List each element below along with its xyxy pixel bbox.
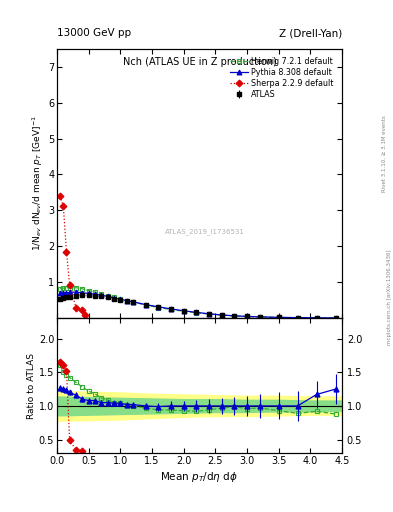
Herwig 7.2.1 default <box>112 294 116 301</box>
Herwig 7.2.1 default <box>67 285 72 291</box>
Pythia 8.308 default <box>64 290 69 296</box>
Herwig 7.2.1 default <box>207 311 211 317</box>
Herwig 7.2.1 default <box>105 292 110 298</box>
Herwig 7.2.1 default <box>93 289 97 295</box>
Herwig 7.2.1 default <box>58 286 62 292</box>
Sherpa 2.2.9 default <box>83 312 88 318</box>
Herwig 7.2.1 default <box>181 308 186 314</box>
Sherpa 2.2.9 default <box>67 282 72 288</box>
Text: Z (Drell-Yan): Z (Drell-Yan) <box>279 28 342 38</box>
Pythia 8.308 default <box>80 290 84 296</box>
Pythia 8.308 default <box>295 314 300 321</box>
Line: Herwig 7.2.1 default: Herwig 7.2.1 default <box>58 285 338 321</box>
Herwig 7.2.1 default <box>219 312 224 318</box>
Pythia 8.308 default <box>219 312 224 318</box>
Pythia 8.308 default <box>232 313 237 319</box>
Pythia 8.308 default <box>169 306 173 312</box>
Pythia 8.308 default <box>86 290 91 296</box>
Pythia 8.308 default <box>58 290 62 296</box>
Pythia 8.308 default <box>73 289 78 295</box>
Pythia 8.308 default <box>207 311 211 317</box>
Text: Rivet 3.1.10, ≥ 3.1M events: Rivet 3.1.10, ≥ 3.1M events <box>382 115 387 192</box>
Text: 13000 GeV pp: 13000 GeV pp <box>57 28 131 38</box>
Pythia 8.308 default <box>105 293 110 300</box>
Herwig 7.2.1 default <box>169 306 173 312</box>
Herwig 7.2.1 default <box>73 285 78 291</box>
Line: Sherpa 2.2.9 default: Sherpa 2.2.9 default <box>58 194 88 318</box>
Herwig 7.2.1 default <box>257 314 262 320</box>
Pythia 8.308 default <box>112 295 116 301</box>
Text: mcplots.cern.ch [arXiv:1306.3436]: mcplots.cern.ch [arXiv:1306.3436] <box>387 249 392 345</box>
Herwig 7.2.1 default <box>64 285 69 291</box>
Herwig 7.2.1 default <box>80 286 84 292</box>
Herwig 7.2.1 default <box>232 313 237 319</box>
Herwig 7.2.1 default <box>143 302 148 308</box>
Pythia 8.308 default <box>118 296 123 302</box>
Pythia 8.308 default <box>61 290 66 296</box>
Pythia 8.308 default <box>130 298 135 305</box>
Herwig 7.2.1 default <box>194 310 198 316</box>
Sherpa 2.2.9 default <box>73 305 78 311</box>
Pythia 8.308 default <box>143 302 148 308</box>
Herwig 7.2.1 default <box>156 305 161 311</box>
Y-axis label: Ratio to ATLAS: Ratio to ATLAS <box>27 353 36 419</box>
Herwig 7.2.1 default <box>314 315 319 321</box>
Pythia 8.308 default <box>67 289 72 295</box>
Pythia 8.308 default <box>257 314 262 320</box>
Sherpa 2.2.9 default <box>64 249 69 255</box>
Pythia 8.308 default <box>93 291 97 297</box>
Pythia 8.308 default <box>194 309 198 315</box>
Line: Pythia 8.308 default: Pythia 8.308 default <box>58 290 338 321</box>
Pythia 8.308 default <box>156 304 161 310</box>
Pythia 8.308 default <box>276 314 281 321</box>
Text: ATLAS_2019_I1736531: ATLAS_2019_I1736531 <box>165 229 245 236</box>
Pythia 8.308 default <box>181 308 186 314</box>
Sherpa 2.2.9 default <box>58 193 62 199</box>
Sherpa 2.2.9 default <box>61 203 66 209</box>
Herwig 7.2.1 default <box>86 288 91 294</box>
Herwig 7.2.1 default <box>130 299 135 305</box>
Pythia 8.308 default <box>333 315 338 321</box>
Herwig 7.2.1 default <box>276 314 281 321</box>
Pythia 8.308 default <box>124 297 129 304</box>
Herwig 7.2.1 default <box>99 291 104 297</box>
Pythia 8.308 default <box>99 292 104 298</box>
Y-axis label: 1/N$_{ev}$ dN$_{ev}$/d mean $p_{T}$ [GeV]$^{-1}$: 1/N$_{ev}$ dN$_{ev}$/d mean $p_{T}$ [GeV… <box>31 116 45 251</box>
Herwig 7.2.1 default <box>124 297 129 304</box>
Herwig 7.2.1 default <box>61 285 66 291</box>
Herwig 7.2.1 default <box>118 296 123 302</box>
Pythia 8.308 default <box>314 315 319 321</box>
Pythia 8.308 default <box>244 313 249 319</box>
Legend: Herwig 7.2.1 default, Pythia 8.308 default, Sherpa 2.2.9 default, ATLAS: Herwig 7.2.1 default, Pythia 8.308 defau… <box>228 55 335 101</box>
X-axis label: Mean $p_{T}$/d$\eta$ d$\phi$: Mean $p_{T}$/d$\eta$ d$\phi$ <box>160 470 239 484</box>
Herwig 7.2.1 default <box>244 313 249 319</box>
Text: Nch (ATLAS UE in Z production): Nch (ATLAS UE in Z production) <box>123 57 276 67</box>
Herwig 7.2.1 default <box>333 315 338 321</box>
Sherpa 2.2.9 default <box>80 307 84 313</box>
Herwig 7.2.1 default <box>295 315 300 321</box>
